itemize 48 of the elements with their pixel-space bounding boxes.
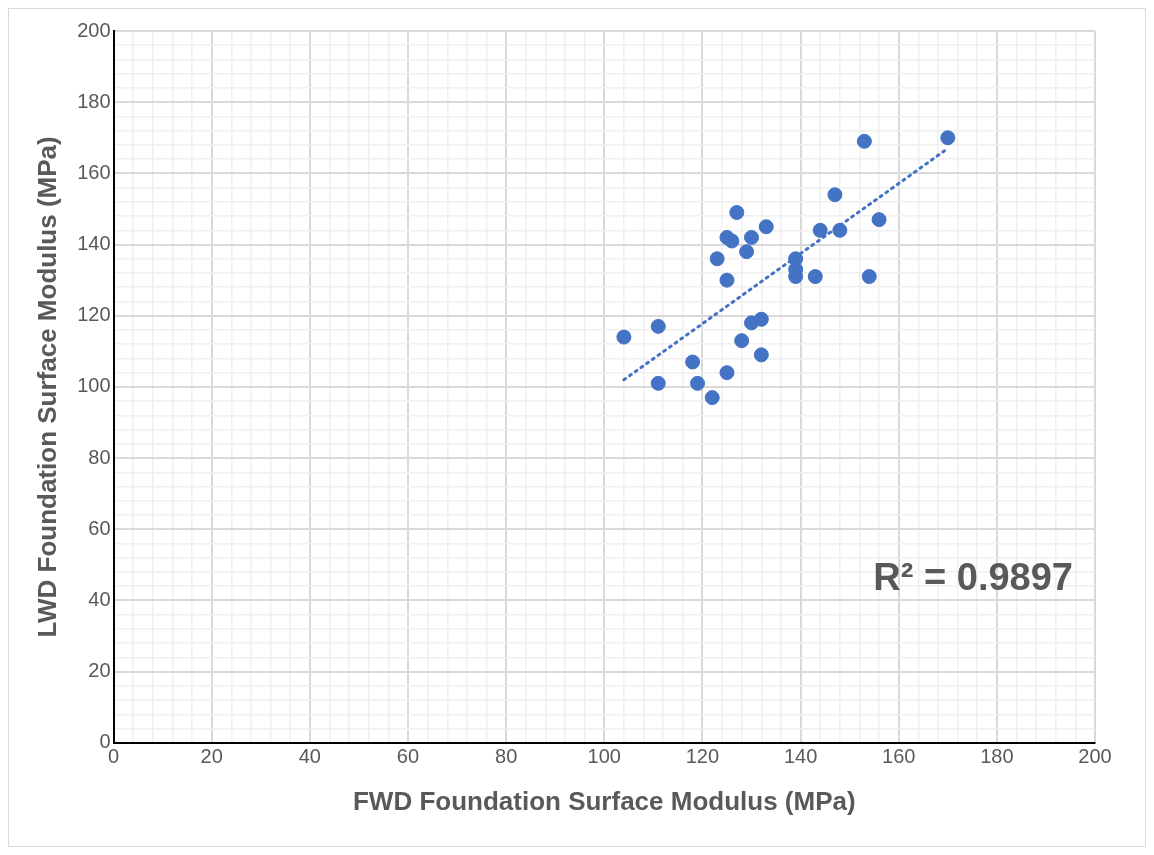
- point: [729, 205, 745, 221]
- point: [832, 222, 848, 238]
- point: [827, 187, 843, 203]
- x-tick-label: 140: [783, 745, 818, 768]
- x-tick-label: 80: [495, 745, 518, 768]
- x-tick-label: 160: [882, 745, 916, 768]
- point: [719, 365, 735, 381]
- x-tick-label: 100: [587, 745, 621, 768]
- point: [690, 375, 706, 391]
- point: [744, 229, 759, 245]
- point: [685, 354, 701, 370]
- annotation: R² = 0.9897: [873, 555, 1073, 598]
- point: [812, 222, 828, 238]
- y-tick-label: 180: [77, 89, 111, 112]
- y-tick-label: 100: [77, 374, 111, 397]
- point: [724, 233, 740, 249]
- y-tick-label: 20: [88, 659, 111, 682]
- point: [861, 269, 877, 285]
- point: [719, 272, 735, 288]
- point: [753, 347, 769, 363]
- x-tick-label: 60: [396, 745, 420, 768]
- y-tick-label: 140: [77, 232, 111, 255]
- point: [739, 244, 755, 260]
- y-axis-title: LWD Foundation Surface Modulus (MPa): [31, 136, 62, 638]
- point: [807, 269, 823, 285]
- point: [650, 318, 666, 334]
- y-tick-label: 80: [88, 445, 111, 468]
- x-tick-label: 20: [200, 745, 223, 768]
- y-tick-label: 120: [77, 303, 111, 326]
- point: [753, 311, 769, 327]
- x-tick-label: 40: [298, 745, 321, 768]
- y-tick-label: 200: [77, 18, 111, 41]
- x-axis-title: FWD Foundation Surface Modulus (MPa): [352, 785, 856, 816]
- y-tick-label: 160: [77, 160, 111, 183]
- point: [650, 375, 666, 391]
- point: [704, 390, 720, 406]
- point: [709, 251, 725, 267]
- point: [856, 133, 872, 149]
- point: [871, 212, 887, 228]
- point: [734, 333, 750, 349]
- point: [758, 219, 774, 235]
- point: [616, 329, 632, 345]
- y-tick-label: 40: [88, 587, 111, 610]
- point: [940, 130, 956, 146]
- y-tick-label: 60: [88, 516, 111, 539]
- x-tick-label: 180: [980, 745, 1014, 768]
- x-tick-label: 120: [685, 745, 720, 768]
- x-tick-label: 200: [1078, 745, 1112, 768]
